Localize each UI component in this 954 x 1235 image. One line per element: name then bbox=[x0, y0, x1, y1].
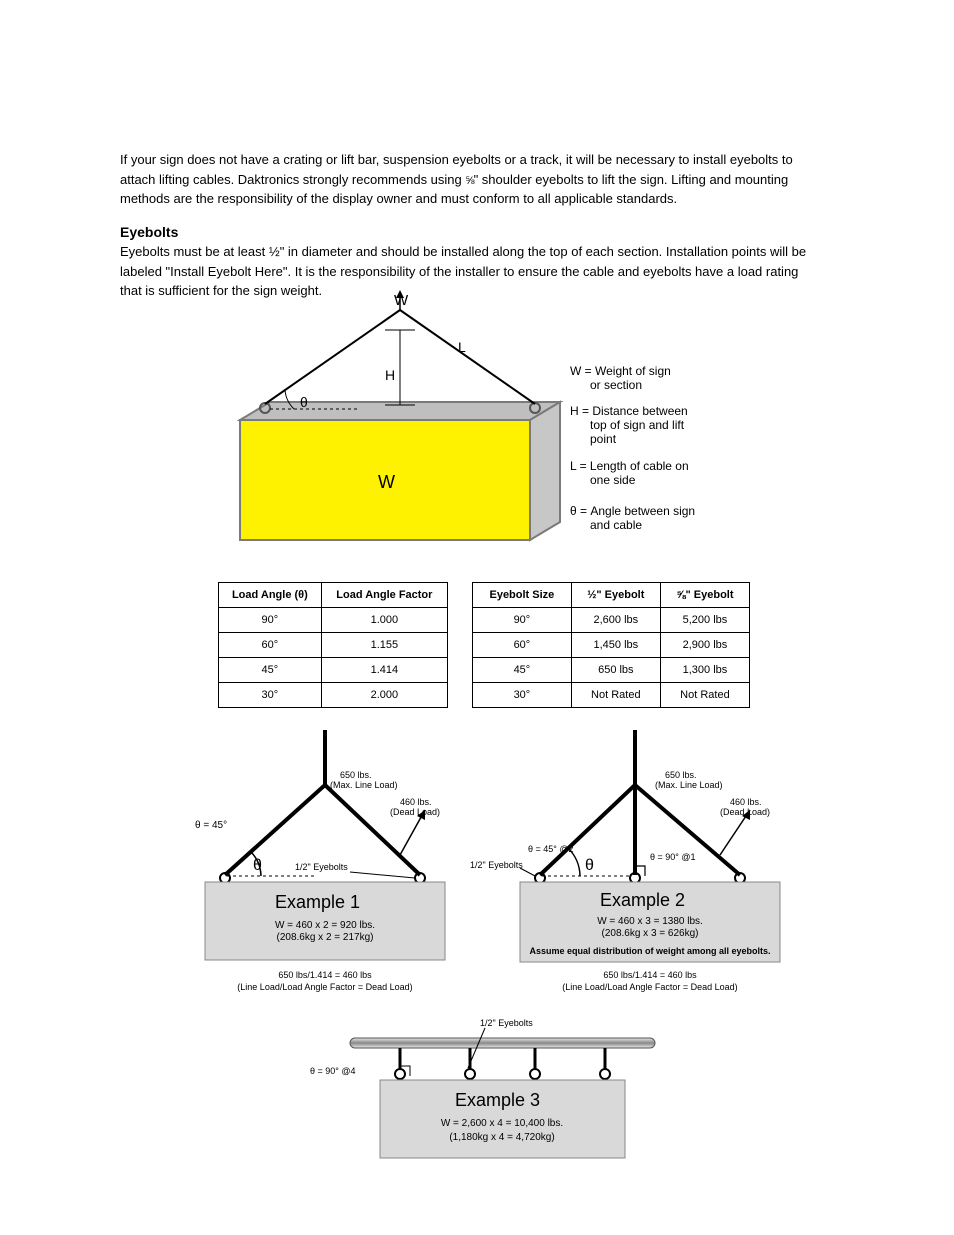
sign-side bbox=[530, 402, 560, 540]
example1-diagram: θ θ = 45° 650 lbs.(Max. Line Load) 460 l… bbox=[195, 730, 455, 1000]
lifting-diagram: W H L θ W W = Weight of signor section H… bbox=[190, 290, 750, 575]
t2-h1: Eyebolt Size bbox=[473, 583, 572, 608]
legend-l: L = Length of cable onone side bbox=[570, 459, 689, 487]
example3-diagram: 1/2" Eyebolts θ = 90° @4 Example 3 W = 2… bbox=[310, 1008, 670, 1198]
theta90-label: θ = 90° @1 bbox=[650, 852, 696, 862]
intro-frac: ⅝ bbox=[465, 175, 473, 187]
w-box-label: W bbox=[378, 472, 395, 492]
example2-wline: W = 460 x 3 = 1380 lbs.(208.6kg x 3 = 62… bbox=[597, 916, 703, 939]
example2-assume: Assume equal distribution of weight amon… bbox=[529, 946, 770, 956]
legend-w: W = Weight of signor section bbox=[570, 364, 671, 392]
theta-symbol: θ bbox=[253, 857, 262, 874]
eyebolt-label: 1/2" Eyebolts bbox=[480, 1018, 533, 1028]
legend-h: H = Distance betweentop of sign and lift… bbox=[570, 404, 688, 446]
example2-foot: 650 lbs/1.414 = 460 lbs(Line Load/Load A… bbox=[562, 970, 737, 992]
intro-p1b: " shoulder bbox=[474, 172, 532, 187]
eyebolt-label: 1/2" Eyebolts bbox=[470, 860, 523, 870]
t2-h3: ⅝" Eyebolt bbox=[660, 583, 749, 608]
theta-label: θ = 45° bbox=[195, 820, 227, 831]
theta90-label: θ = 90° @4 bbox=[310, 1066, 356, 1076]
theta45-label: θ = 45° @2 bbox=[528, 844, 574, 854]
legend-theta: θ = Angle between signand cable bbox=[570, 504, 695, 532]
page: If your sign does not have a crating or … bbox=[0, 0, 954, 1235]
eyebolts-heading: Eyebolts bbox=[120, 222, 178, 243]
theta-label: θ bbox=[300, 394, 308, 410]
load-angle-table: Load Angle (θ)Load Angle Factor 90°1.000… bbox=[218, 582, 448, 708]
example1-foot: 650 lbs/1.414 = 460 lbs(Line Load/Load A… bbox=[237, 970, 412, 992]
h-label: H bbox=[385, 367, 395, 383]
theta-symbol: θ bbox=[585, 857, 594, 874]
t1-h2: Load Angle Factor bbox=[321, 583, 447, 608]
t1-h1: Load Angle (θ) bbox=[219, 583, 322, 608]
dead-load-label: 460 lbs.(Dead Load) bbox=[720, 797, 770, 817]
eyebolt-label: 1/2" Eyebolts bbox=[295, 862, 348, 872]
cable-right bbox=[400, 310, 535, 404]
dead-load-label: 460 lbs.(Dead Load) bbox=[390, 797, 440, 817]
t2-h2: ½" Eyebolt bbox=[571, 583, 660, 608]
eyebolt-rating-table: Eyebolt Size ½" Eyebolt ⅝" Eyebolt 90°2,… bbox=[472, 582, 750, 708]
example3-title: Example 3 bbox=[455, 1090, 540, 1110]
cable-left bbox=[265, 310, 400, 404]
line-load-label: 650 lbs.(Max. Line Load) bbox=[655, 770, 723, 790]
w-label: W bbox=[394, 292, 409, 309]
l-label: L bbox=[458, 339, 466, 355]
example1-title: Example 1 bbox=[275, 892, 360, 912]
intro-block: If your sign does not have a crating or … bbox=[120, 150, 820, 209]
example1-wline: W = 460 x 2 = 920 lbs.(208.6kg x 2 = 217… bbox=[275, 920, 375, 943]
example2-title: Example 2 bbox=[600, 890, 685, 910]
line-load-label: 650 lbs.(Max. Line Load) bbox=[330, 770, 398, 790]
example2-diagram: θ θ = 45° @2 θ = 90° @1 650 lbs.(Max. Li… bbox=[470, 730, 800, 1000]
